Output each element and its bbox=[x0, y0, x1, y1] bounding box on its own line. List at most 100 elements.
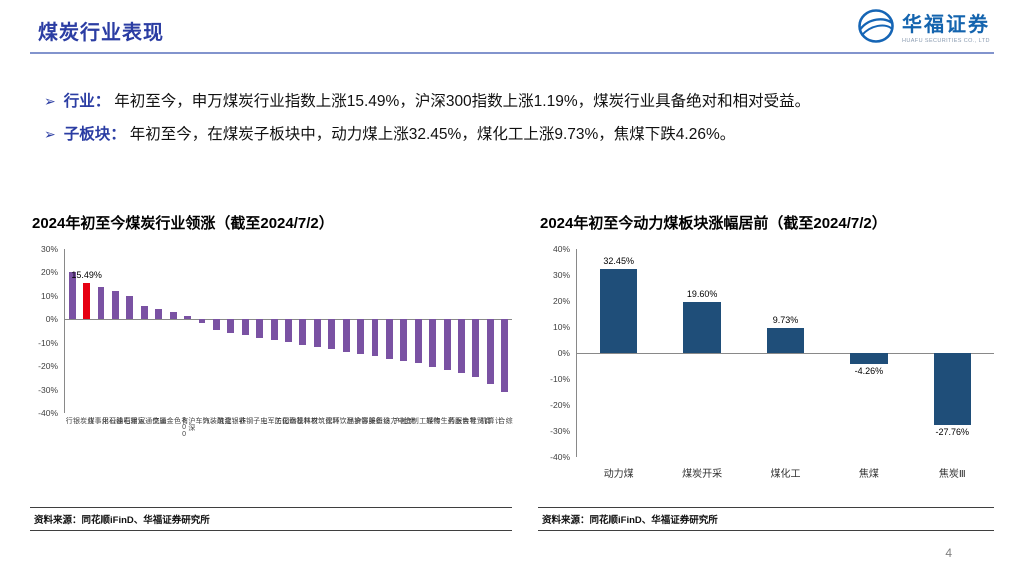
category-label: 通信 bbox=[151, 417, 167, 424]
category-label: 商贸零售 bbox=[461, 417, 491, 424]
plot-area: 32.45% 动力煤 19.60% 煤炭开采 9.73% 煤化工 -4.26% 焦煤 -27.7… bbox=[576, 249, 994, 480]
bullet-subsector-text: 年初至今，在煤炭子板块中，动力煤上涨32.45%，煤化工上涨9.73%，焦煤下跌… bbox=[129, 126, 736, 144]
chart-bar bbox=[140, 306, 148, 320]
bar-slot: 房地产 bbox=[393, 249, 415, 424]
chart-bar bbox=[385, 319, 393, 359]
category-label: 食品饮料 bbox=[331, 417, 361, 424]
logo-text: 华福证券 HUAFU SECURITIES CO., LTD bbox=[902, 8, 990, 44]
chart-bar bbox=[68, 271, 76, 320]
chart-bar bbox=[328, 319, 336, 350]
category-label: 综合 bbox=[497, 417, 513, 424]
chart-bar bbox=[313, 319, 321, 347]
bar-slot: 商贸零售 bbox=[462, 249, 491, 424]
bar-slot: 银行 bbox=[65, 249, 80, 424]
bar-slot: 美容护理 bbox=[346, 249, 375, 424]
y-tick-label: -10% bbox=[550, 374, 570, 384]
bar-slot: 基础化工 bbox=[274, 249, 303, 424]
bar-slot: 非银金融 bbox=[216, 249, 246, 424]
industry-chart-title: 2024年初至今煤炭行业领涨（截至2024/7/2） bbox=[32, 215, 334, 232]
chart-bar bbox=[850, 353, 888, 365]
category-label: 煤炭 bbox=[79, 417, 94, 424]
category-label: 公用事业 bbox=[86, 417, 116, 424]
category-label: 农林牧渔 bbox=[288, 417, 318, 424]
chart-bar bbox=[270, 319, 278, 340]
category-label: 计算机 bbox=[479, 417, 502, 424]
subsector-chart-title: 2024年初至今动力煤板块涨幅居前（截至2024/7/2） bbox=[540, 215, 887, 232]
bullet-arrow-icon: ➢ bbox=[44, 126, 56, 143]
chart-bar bbox=[299, 319, 307, 345]
chart-bar bbox=[169, 312, 177, 320]
bar-slot: 钢铁 bbox=[238, 249, 253, 424]
bar-value-label: -4.26% bbox=[854, 366, 884, 377]
category-label: 银行 bbox=[65, 417, 80, 424]
chart-bar bbox=[766, 327, 805, 353]
chart-bar bbox=[227, 319, 235, 333]
bar-slot: 计算机 bbox=[480, 249, 501, 424]
header-divider bbox=[30, 52, 994, 54]
category-label: 电子 bbox=[252, 417, 267, 424]
bar-slot: 传媒 bbox=[425, 249, 440, 424]
logo-subtitle: HUAFU SECURITIES CO., LTD bbox=[902, 38, 990, 44]
bar-slot: 轻工制造 bbox=[404, 249, 433, 424]
chart-bar bbox=[198, 319, 206, 324]
bar-slot: 电子 bbox=[252, 249, 267, 424]
category-label: 非银金融 bbox=[216, 417, 246, 424]
chart-bar bbox=[126, 295, 134, 320]
industry-bar-chart: 30% 20% 10% 0% -10% -20% -30% -40% 银行 15.49% 煤炭 公用事… bbox=[30, 244, 513, 497]
category-label: 石油石化 bbox=[101, 417, 131, 424]
y-tick-label: 40% bbox=[552, 244, 570, 254]
y-tick-label: -20% bbox=[38, 361, 58, 372]
bar-slot: 沪深300 bbox=[180, 249, 195, 438]
chart-bar bbox=[97, 287, 105, 320]
chart-bar bbox=[342, 319, 350, 352]
category-label: 建筑材料 bbox=[302, 417, 333, 424]
bar-slot: 9.73% 煤化工 bbox=[744, 249, 827, 480]
bar-slot: 建筑装饰 bbox=[202, 249, 231, 424]
bar-value-label: -27.76% bbox=[935, 427, 970, 438]
chart-bar bbox=[285, 319, 292, 343]
bar-slot: 石油石化 bbox=[101, 249, 130, 424]
bar-slot: 医药生物 bbox=[433, 249, 462, 424]
bar-slot: 交通运输 bbox=[130, 249, 159, 424]
bar-value-label: 15.49% bbox=[71, 269, 102, 280]
bullet-industry-text: 年初至今，申万煤炭行业指数上涨15.49%，沪深300指数上涨1.19%，煤炭行… bbox=[114, 93, 811, 110]
bar-slot: 汽车 bbox=[195, 249, 209, 424]
chart-bar bbox=[256, 319, 264, 338]
category-label: 纺织服饰 bbox=[360, 417, 390, 424]
subsector-chart-panel: 2024年初至今动力煤板块涨幅居前（截至2024/7/2） 40% 30% 20% 1… bbox=[538, 212, 994, 531]
y-tick-label: 0% bbox=[557, 348, 570, 358]
category-label: 交通运输 bbox=[129, 417, 159, 424]
y-tick-label: -30% bbox=[550, 426, 570, 436]
category-label: 煤炭开采 bbox=[682, 469, 723, 480]
category-label: 家用电器 bbox=[115, 417, 145, 424]
bullet-industry-label: 行业： bbox=[63, 93, 111, 110]
chart-bar bbox=[501, 319, 509, 393]
bullet-arrow-icon: ➢ bbox=[44, 93, 56, 109]
bar-value-label: 32.45% bbox=[603, 255, 634, 266]
bar-slot: 15.49% 煤炭 bbox=[71, 249, 102, 424]
bar-slot: 建筑材料 bbox=[303, 249, 332, 424]
bullet-subsector-label: 子板块： bbox=[63, 126, 126, 144]
bullet-subsector: ➢ 子板块： 年初至今，在煤炭子板块中，动力煤上涨32.45%，煤化工上涨9.73%… bbox=[44, 123, 990, 147]
subsector-source-note: 资料来源：同花顺iFinD、华福证券研究所 bbox=[538, 507, 994, 531]
category-label: 钢铁 bbox=[238, 417, 253, 424]
bar-slot: 社会服务 bbox=[447, 249, 476, 424]
summary-bullets: ➢ 行业： 年初至今，申万煤炭行业指数上涨15.49%，沪深300指数上涨1.19%… bbox=[44, 90, 990, 156]
bar-slot: 家用电器 bbox=[116, 249, 145, 424]
chart-bar bbox=[400, 319, 408, 361]
bar-slot: 国防军工 bbox=[260, 249, 289, 424]
y-tick-label: 30% bbox=[40, 244, 58, 254]
zero-axis-line bbox=[577, 353, 994, 354]
chart-bar bbox=[83, 282, 91, 320]
y-tick-label: 20% bbox=[40, 267, 58, 278]
category-label: 传媒 bbox=[425, 417, 441, 424]
chart-bar bbox=[443, 319, 451, 370]
category-label: 沪深300 bbox=[180, 417, 195, 438]
chart-bar bbox=[111, 291, 119, 320]
chart-bar bbox=[599, 268, 638, 353]
y-tick-label: 30% bbox=[552, 270, 570, 280]
bullet-industry: ➢ 行业： 年初至今，申万煤炭行业指数上涨15.49%，沪深300指数上涨1.19%… bbox=[44, 90, 990, 114]
bar-slot: 电力设备 bbox=[375, 249, 404, 424]
chart-bar bbox=[472, 319, 480, 377]
bar-slot: 农林牧渔 bbox=[289, 249, 318, 424]
